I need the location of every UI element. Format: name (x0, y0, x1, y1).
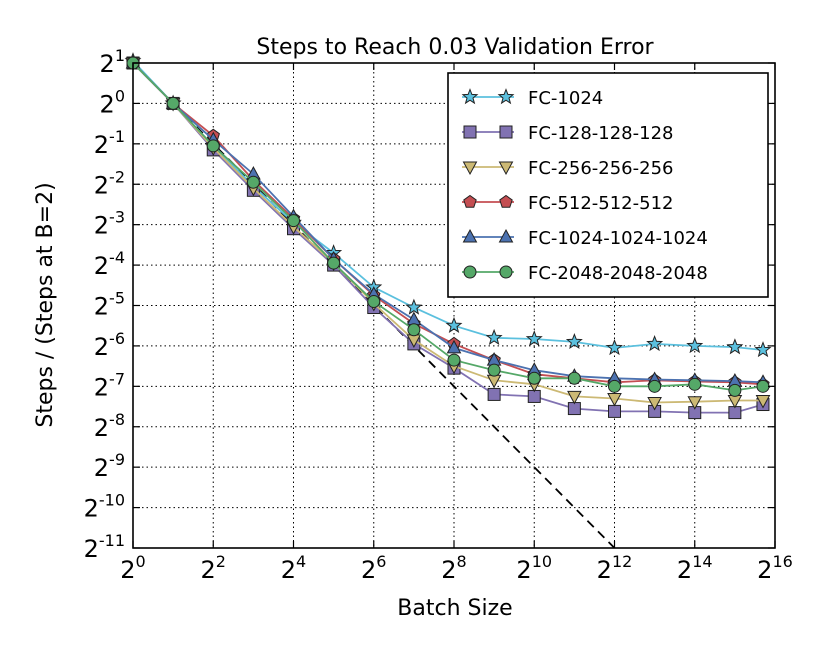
legend-marker-fc-128-128-128 (499, 125, 513, 139)
x-tick-label: 20 (120, 552, 145, 584)
data-point-fc-1024 (445, 316, 463, 333)
legend-marker-fc-256-256-256 (462, 161, 478, 176)
legend-box (447, 72, 769, 298)
data-point-fc-1024 (646, 335, 664, 352)
legend-marker-fc-1024-1024-1024 (498, 228, 514, 243)
legend-marker-fc-512-512-512 (463, 194, 477, 208)
legend-marker-fc-512-512-512 (499, 194, 513, 208)
series-layer (124, 52, 772, 420)
x-tick-label: 28 (441, 552, 466, 584)
data-point-fc-2048-2048-2048 (367, 294, 381, 308)
x-tick-label: 24 (281, 552, 306, 584)
data-point-fc-2048-2048-2048 (648, 379, 662, 393)
x-tick-label: 212 (597, 552, 633, 584)
legend-label-fc-256-256-256: FC-256-256-256 (528, 158, 673, 179)
legend-marker-fc-1024 (461, 88, 479, 105)
data-point-fc-128-128-128 (487, 387, 501, 401)
legend-label-fc-2048-2048-2048: FC-2048-2048-2048 (528, 263, 708, 284)
y-tick-label: 2-3 (94, 208, 125, 240)
data-point-fc-256-256-256 (567, 390, 582, 405)
data-point-fc-2048-2048-2048 (688, 377, 702, 391)
data-point-fc-2048-2048-2048 (287, 214, 300, 228)
y-tick-label: 2-8 (94, 410, 125, 442)
data-point-fc-1024 (726, 338, 744, 355)
data-point-fc-2048-2048-2048 (728, 383, 742, 397)
x-axis-label: Batch Size (397, 596, 512, 621)
legend-label-fc-512-512-512: FC-512-512-512 (528, 193, 673, 214)
y-tick-label: 2-11 (84, 531, 125, 563)
data-point-fc-1024-1024-1024 (446, 339, 462, 354)
data-point-fc-256-256-256 (647, 397, 662, 411)
x-tick-label: 210 (516, 552, 552, 584)
y-tick-label: 2-1 (94, 127, 125, 159)
y-tick-label: 21 (100, 46, 125, 78)
legend-marker-fc-1024-1024-1024 (462, 228, 478, 243)
x-tick-label: 216 (757, 552, 793, 584)
data-point-fc-1024-1024-1024 (406, 311, 422, 326)
data-point-fc-2048-2048-2048 (407, 323, 421, 337)
legend-marker-fc-2048-2048-2048 (499, 265, 513, 279)
data-point-fc-2048-2048-2048 (206, 139, 220, 153)
y-tick-label: 2-4 (94, 248, 125, 280)
data-point-fc-1024 (606, 339, 623, 356)
data-point-fc-2048-2048-2048 (567, 371, 581, 385)
data-point-fc-2048-2048-2048 (487, 363, 501, 377)
data-point-fc-1024 (405, 298, 423, 315)
legend-marker-fc-1024 (497, 88, 515, 105)
data-point-fc-1024 (485, 328, 503, 346)
data-point-fc-256-256-256 (607, 393, 622, 407)
x-tick-label: 22 (201, 552, 226, 584)
data-point-fc-256-256-256 (755, 395, 771, 409)
data-point-fc-1024 (754, 341, 772, 358)
data-point-fc-256-256-256 (687, 396, 703, 410)
y-tick-label: 2-5 (94, 289, 125, 321)
data-point-fc-1024 (525, 330, 543, 347)
y-tick-label: 2-6 (94, 329, 125, 361)
y-tick-label: 20 (100, 86, 125, 118)
data-point-fc-1024 (686, 336, 704, 354)
data-point-fc-2048-2048-2048 (327, 256, 341, 270)
y-tick-label: 2-7 (94, 369, 125, 401)
x-tick-label: 26 (361, 552, 386, 584)
legend-label-fc-1024-1024-1024: FC-1024-1024-1024 (528, 228, 708, 249)
tick-layer: 20 22 24 26 28 210 212 214 216 21 20 2-1 2-2 2-3 2-4 2-… (84, 46, 793, 584)
chart-title: Steps to Reach 0.03 Validation Error (256, 35, 654, 60)
data-point-fc-2048-2048-2048 (527, 371, 541, 385)
data-point-fc-128-128-128 (608, 404, 621, 418)
data-point-fc-2048-2048-2048 (246, 175, 260, 189)
y-axis-label: Steps / (Steps at B=2) (33, 182, 58, 427)
y-tick-label: 2-2 (94, 167, 125, 199)
data-point-fc-2048-2048-2048 (756, 379, 770, 393)
data-point-fc-2048-2048-2048 (447, 353, 461, 367)
legend: FC-1024 FC-128-128-128 FC-256-256-256 FC-51… (447, 72, 769, 298)
series-fc-2048-2048-2048 (126, 56, 770, 397)
data-point-fc-1024 (565, 333, 583, 350)
legend-marker-fc-2048-2048-2048 (463, 265, 477, 279)
data-point-fc-2048-2048-2048 (166, 96, 180, 110)
legend-marker-fc-256-256-256 (498, 161, 514, 176)
y-tick-label: 2-10 (84, 491, 125, 523)
legend-label-fc-1024: FC-1024 (528, 88, 603, 109)
x-tick-label: 214 (677, 552, 713, 584)
y-tick-label: 2-9 (94, 450, 125, 482)
legend-label-fc-128-128-128: FC-128-128-128 (528, 123, 673, 144)
legend-marker-fc-128-128-128 (463, 125, 477, 139)
data-point-fc-2048-2048-2048 (608, 379, 621, 393)
